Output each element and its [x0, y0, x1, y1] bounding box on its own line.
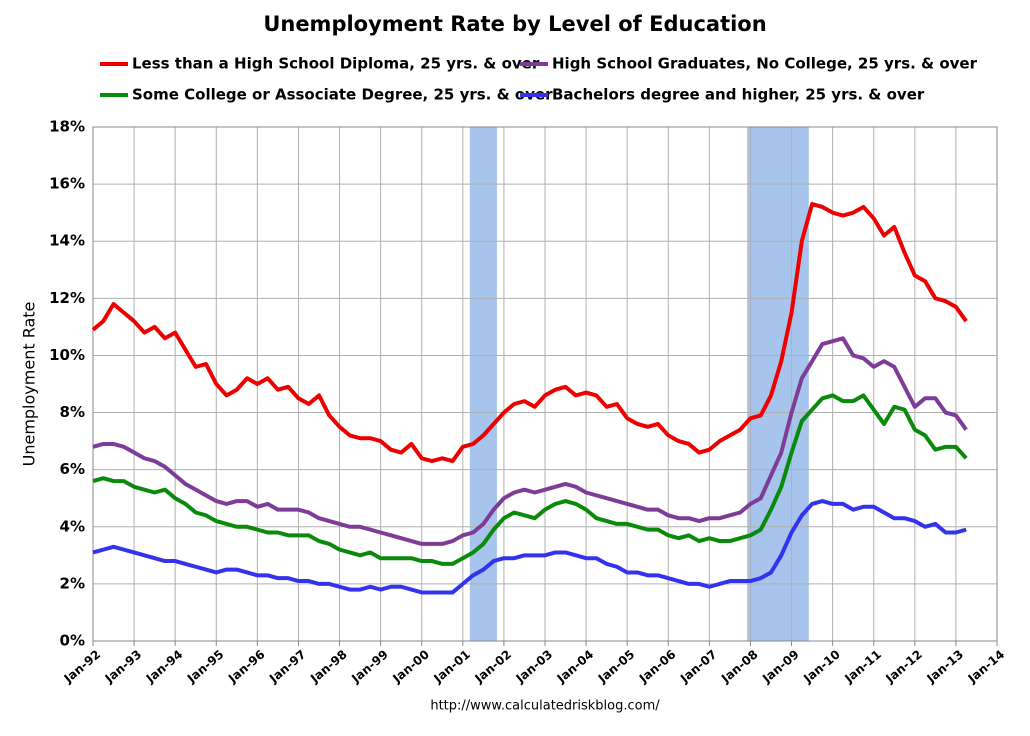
y-tick-label: 12%: [49, 289, 85, 307]
y-tick-label: 6%: [60, 460, 85, 478]
y-tick-label: 4%: [60, 517, 85, 535]
y-tick-label: 2%: [60, 574, 85, 592]
y-tick-label: 16%: [49, 175, 85, 193]
chart-title: Unemployment Rate by Level of Education: [263, 12, 766, 36]
source: http://www.calculatedriskblog.com/: [430, 699, 660, 714]
legend-label: Less than a High School Diploma, 25 yrs.…: [132, 55, 540, 73]
y-tick-label: 18%: [49, 118, 85, 136]
series-line: [92, 499, 967, 595]
plot-frame: [92, 126, 998, 642]
legend-label: Bachelors degree and higher, 25 yrs. & o…: [552, 86, 925, 104]
y-tick-label: 14%: [49, 232, 85, 250]
legend-label: Some College or Associate Degree, 25 yrs…: [132, 86, 553, 104]
shaded-period: [469, 127, 497, 641]
y-tick-label: 10%: [49, 346, 85, 364]
series-line: [92, 336, 968, 546]
series-line: [91, 202, 968, 464]
legend-label: High School Graduates, No College, 25 yr…: [552, 55, 978, 73]
y-axis-label: Unemployment Rate: [20, 302, 39, 467]
y-tick-label: 8%: [60, 403, 85, 421]
series-line: [92, 393, 968, 566]
y-tick-label: 0%: [60, 632, 85, 650]
